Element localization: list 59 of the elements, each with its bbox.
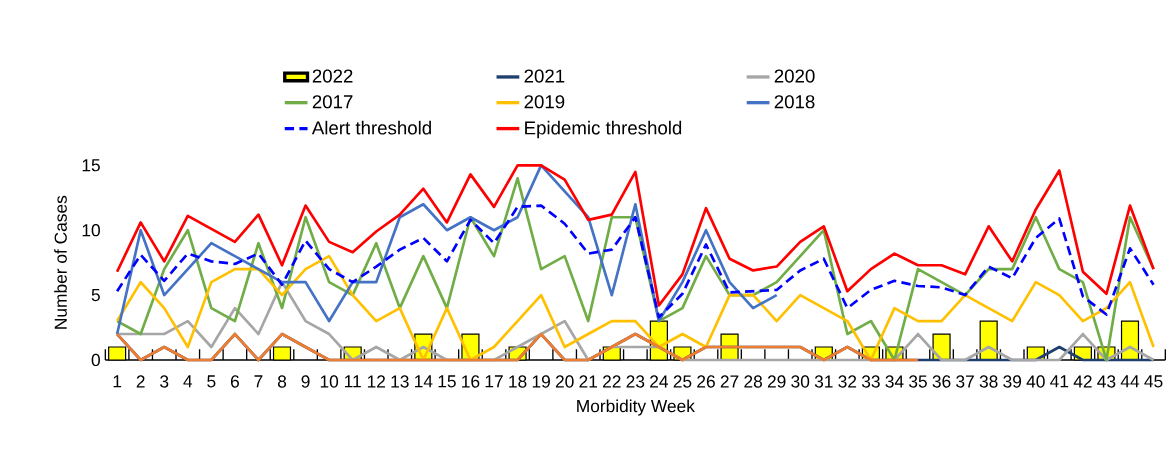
x-tick-label: 3 (160, 375, 169, 388)
x-tick-label: 2 (136, 375, 145, 388)
x-tick-label: 27 (720, 375, 739, 388)
x-tick-label: 29 (767, 375, 786, 388)
x-tick-label: 18 (509, 375, 527, 388)
legend-label: 2019 (524, 95, 565, 109)
x-tick-label: 41 (1050, 375, 1069, 388)
x-tick-label: 6 (230, 375, 239, 388)
y-axis-title: Number of Cases (54, 195, 67, 329)
x-tick-label: 22 (603, 375, 621, 388)
y-tick-label: 0 (91, 353, 100, 367)
x-tick-label: 19 (532, 375, 550, 388)
x-tick-label: 12 (367, 375, 385, 388)
legend-label: 2022 (312, 69, 353, 83)
x-tick-label: 45 (1144, 375, 1163, 388)
x-tick-label: 30 (791, 375, 810, 388)
x-tick-label: 15 (438, 375, 456, 388)
x-tick-label: 44 (1120, 375, 1140, 388)
legend-label: Epidemic threshold (525, 120, 682, 139)
x-tick-label: 24 (650, 375, 669, 388)
legend-label: 2017 (312, 95, 353, 109)
y-tick-label: 15 (82, 159, 100, 172)
x-tick-label: 23 (626, 375, 645, 388)
x-tick-label: 9 (301, 375, 310, 388)
x-tick-label: 39 (1003, 375, 1022, 388)
x-tick-label: 28 (744, 375, 762, 388)
x-axis-title: Morbidity Week (577, 399, 695, 416)
x-tick-label: 32 (838, 375, 857, 388)
x-tick-label: 33 (861, 375, 880, 388)
x-tick-label: 43 (1097, 375, 1116, 388)
x-tick-label: 16 (462, 375, 480, 388)
x-tick-label: 11 (345, 375, 361, 388)
x-tick-label: 1 (113, 375, 122, 388)
x-tick-label: 13 (391, 375, 409, 388)
x-tick-label: 26 (697, 375, 715, 388)
x-tick-label: 10 (320, 375, 339, 388)
legend-label: 2021 (524, 69, 565, 83)
x-tick-label: 8 (277, 375, 287, 388)
x-tick-label: 38 (979, 375, 998, 388)
x-tick-label: 25 (673, 375, 692, 388)
x-tick-label: 36 (932, 375, 951, 388)
x-tick-label: 21 (579, 375, 598, 388)
x-tick-label: 4 (183, 375, 193, 388)
legend-label: Alert threshold (311, 120, 431, 135)
x-tick-label: 34 (885, 375, 904, 388)
y-tick-label: 10 (82, 224, 100, 237)
legend-label: 2020 (774, 69, 815, 83)
x-tick-label: 42 (1073, 375, 1092, 388)
x-tick-label: 40 (1026, 375, 1045, 388)
y-tick-label: 5 (91, 289, 100, 302)
x-tick-label: 17 (485, 375, 503, 388)
x-tick-label: 7 (254, 375, 263, 388)
x-tick-label: 35 (909, 375, 927, 388)
x-tick-label: 31 (814, 375, 833, 388)
legend-label: 2018 (774, 95, 815, 109)
x-tick-label: 20 (555, 375, 574, 388)
x-tick-label: 5 (207, 375, 216, 388)
x-tick-label: 14 (415, 375, 433, 388)
x-tick-label: 37 (956, 375, 974, 388)
